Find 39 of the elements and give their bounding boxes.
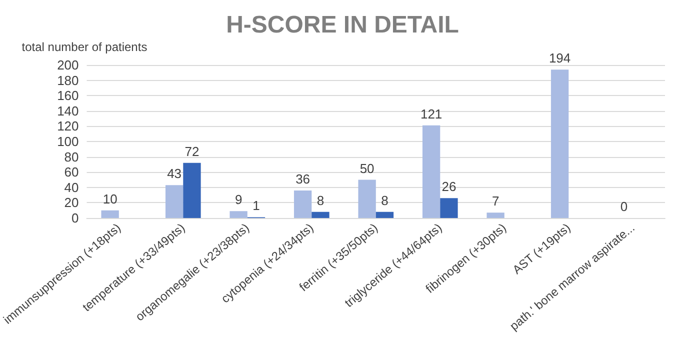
y-tick-label: 0 <box>72 210 79 226</box>
y-tick-label: 120 <box>57 118 79 134</box>
bar <box>440 198 458 218</box>
y-tick-label: 140 <box>57 103 79 118</box>
bar <box>165 185 184 218</box>
data-label: 36 <box>296 171 310 186</box>
data-label: 8 <box>316 192 324 208</box>
y-tick-label: 100 <box>57 134 79 149</box>
bar <box>294 190 312 218</box>
data-label: 10 <box>102 191 118 206</box>
data-label: 194 <box>548 50 571 66</box>
bar <box>230 211 248 218</box>
y-tick-label: 160 <box>57 88 79 104</box>
y-tick-label: 200 <box>57 58 79 72</box>
data-label: 43 <box>167 166 182 182</box>
data-label: 121 <box>420 106 442 122</box>
bar <box>312 212 330 218</box>
y-tick-label: 20 <box>64 195 79 210</box>
bar <box>486 212 504 218</box>
bar <box>376 212 394 218</box>
data-label: 50 <box>360 160 374 176</box>
data-label: 1 <box>252 198 260 214</box>
y-axis-title: total number of patients <box>22 40 148 54</box>
chart-title: H-SCORE IN DETAIL <box>226 12 459 38</box>
data-label: 72 <box>184 144 200 159</box>
bar <box>101 210 119 218</box>
data-label: 26 <box>442 179 456 194</box>
data-label: 8 <box>381 192 388 208</box>
y-tick-label: 60 <box>64 164 79 180</box>
y-tick-label: 180 <box>57 72 79 88</box>
bar <box>550 70 569 218</box>
bar <box>358 180 376 218</box>
bar <box>183 162 201 218</box>
data-label: 0 <box>620 199 628 214</box>
data-label: 7 <box>492 194 500 209</box>
y-tick-label: 80 <box>64 149 79 164</box>
y-tick-label: 40 <box>64 180 79 195</box>
bar <box>422 125 440 218</box>
data-label: 9 <box>234 192 242 208</box>
